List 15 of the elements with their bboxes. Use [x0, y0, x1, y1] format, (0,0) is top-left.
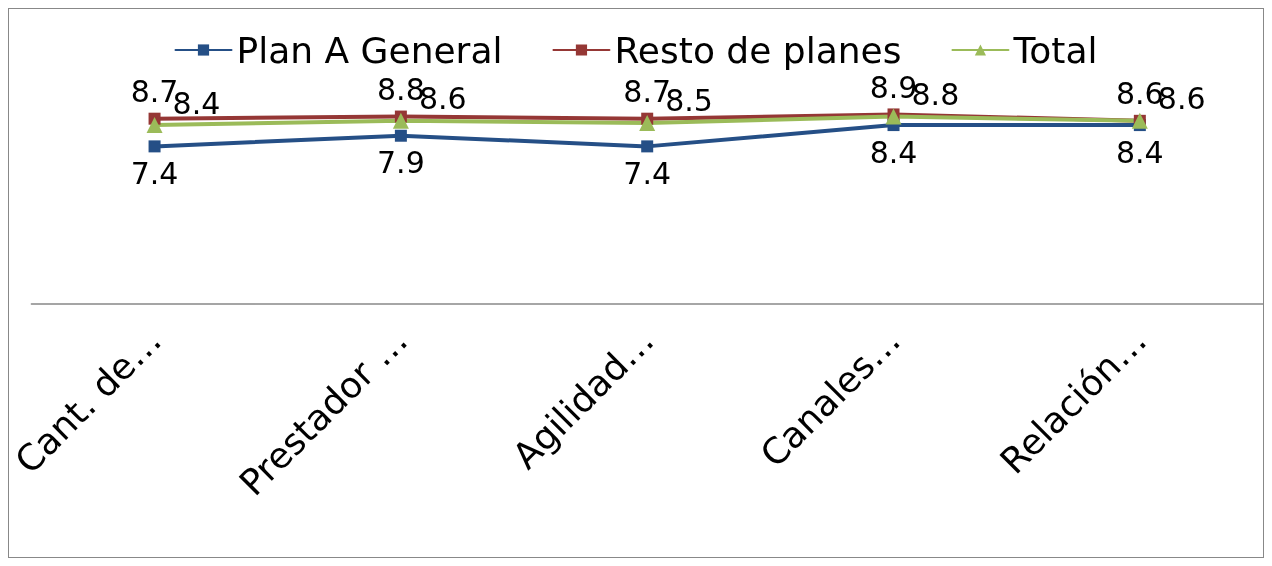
point — [885, 108, 902, 125]
data-label: 7.9 — [377, 145, 425, 181]
point — [639, 114, 656, 131]
data-label: 7.4 — [130, 155, 179, 191]
point — [394, 129, 407, 142]
legend-label: Total — [1012, 29, 1098, 71]
point — [148, 140, 161, 153]
data-label: 8.4 — [1115, 134, 1164, 170]
data-label: 8.4 — [869, 134, 918, 170]
point — [146, 117, 163, 134]
point — [392, 112, 409, 129]
point — [641, 140, 654, 153]
legend-label: Plan A General — [236, 29, 503, 71]
data-label: 7.4 — [623, 155, 672, 191]
legend-label: Resto de planes — [614, 29, 902, 71]
